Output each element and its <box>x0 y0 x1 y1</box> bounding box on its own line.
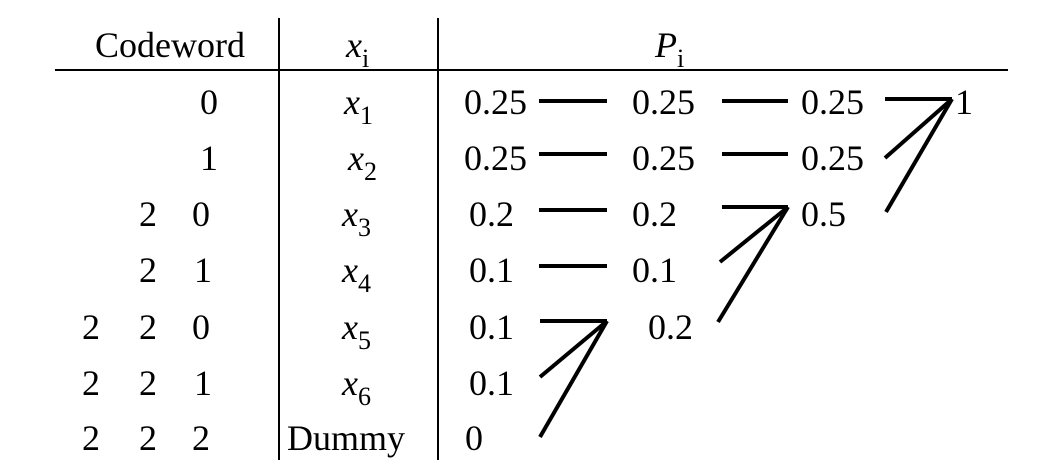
codeword-x2: 1 <box>200 138 218 178</box>
prob-stage2-merged: 0.2 <box>648 307 693 347</box>
prob-stage2-row1: 0.25 <box>632 82 695 122</box>
prob-stage1-x5: 0.1 <box>469 307 514 347</box>
symbol-dummy: Dummy <box>287 418 405 458</box>
codeword-x3-d2: 0 <box>192 194 210 234</box>
prob-stage4-root: 1 <box>955 82 973 122</box>
codeword-dummy-d2: 2 <box>139 418 157 458</box>
prob-stage1-x4: 0.1 <box>469 250 514 290</box>
codeword-x6-d1: 2 <box>82 363 100 403</box>
merge-s1-bottom <box>538 319 609 439</box>
codeword-dummy-d1: 2 <box>82 418 100 458</box>
prob-stage1-x3: 0.2 <box>469 194 514 234</box>
header-codeword: Codeword <box>95 25 245 65</box>
codeword-x6-d2: 2 <box>139 363 157 403</box>
symbol-x3: x3 <box>341 194 371 242</box>
header-symbol: xi <box>345 25 369 73</box>
prob-stage3-merged: 0.5 <box>801 194 846 234</box>
prob-stage1-x2: 0.25 <box>464 138 527 178</box>
prob-stage1-x6: 0.1 <box>469 363 514 403</box>
merge-s3-middle <box>883 97 954 160</box>
codeword-x6-d3: 1 <box>194 363 212 403</box>
codeword-x4-d2: 1 <box>194 250 212 290</box>
prob-stage1-x1: 0.25 <box>464 82 527 122</box>
merge-s2-middle <box>718 205 790 264</box>
symbol-x6: x6 <box>341 363 371 411</box>
prob-stage3-row2: 0.25 <box>801 138 864 178</box>
codeword-x5-d2: 2 <box>139 307 157 347</box>
prob-stage1-dummy: 0 <box>465 418 483 458</box>
prob-stage2-row4: 0.1 <box>632 250 677 290</box>
symbol-x4: x4 <box>341 250 371 298</box>
codeword-x5-d3: 0 <box>192 307 210 347</box>
header-probability: Pi <box>654 25 684 73</box>
codeword-x3-d1: 2 <box>139 194 157 234</box>
codeword-x5-d1: 2 <box>82 307 100 347</box>
prob-stage2-row3: 0.2 <box>632 194 677 234</box>
prob-stage3-row1: 0.25 <box>801 82 864 122</box>
codeword-dummy-d3: 2 <box>192 418 210 458</box>
symbol-x2: x2 <box>347 138 377 186</box>
merge-s3-bottom <box>884 97 954 214</box>
prob-stage2-row2: 0.25 <box>632 138 695 178</box>
merge-s1-middle <box>538 319 609 379</box>
symbol-x5: x5 <box>341 307 371 355</box>
merge-s2-bottom <box>716 205 790 324</box>
codeword-x1: 0 <box>200 82 218 122</box>
codeword-x4-d1: 2 <box>139 250 157 290</box>
symbol-x1: x1 <box>343 82 373 130</box>
